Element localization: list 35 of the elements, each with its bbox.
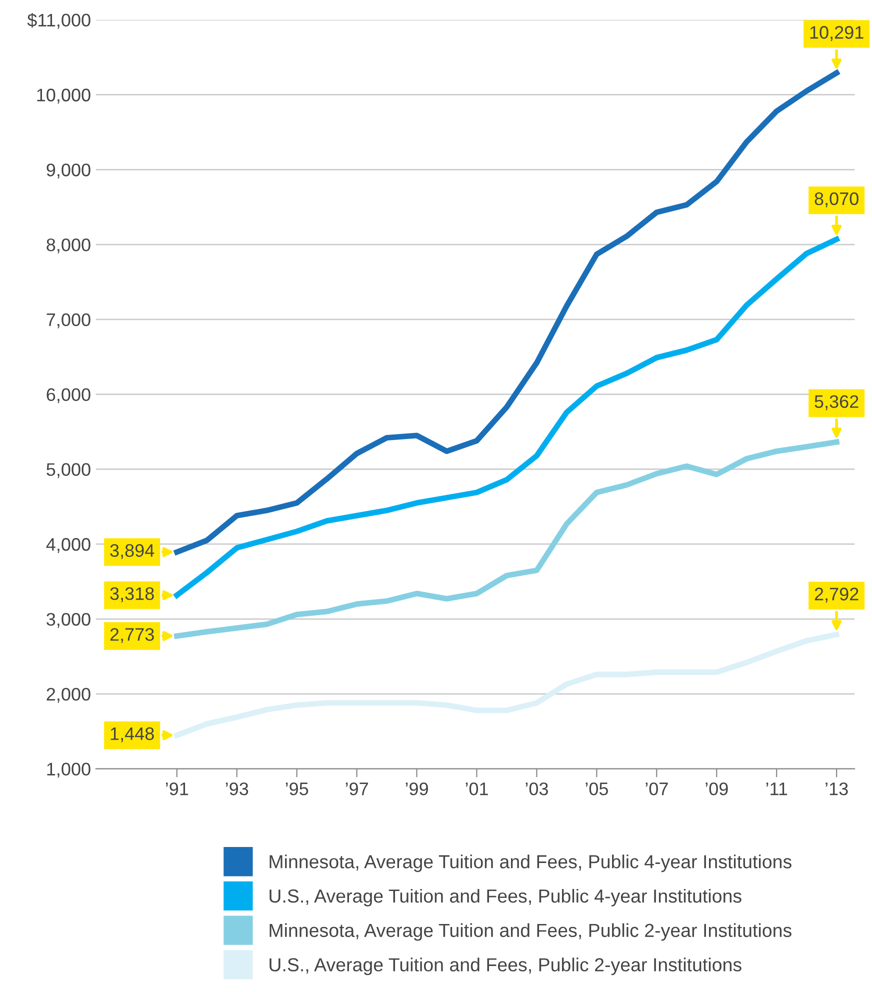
x-tick-label: ’07 bbox=[646, 782, 668, 796]
x-tick-label: ’95 bbox=[286, 782, 308, 796]
data-label: 3,894 bbox=[110, 544, 154, 560]
data-label: 2,792 bbox=[814, 588, 858, 603]
y-tick-label: 3,000 bbox=[46, 612, 90, 628]
x-tick-label: ’11 bbox=[766, 782, 788, 796]
x-tick-label: ’09 bbox=[706, 782, 728, 796]
x-tick-label: ’93 bbox=[226, 782, 248, 796]
x-tick-label: ’91 bbox=[166, 782, 188, 796]
y-tick-label: 5,000 bbox=[46, 463, 90, 478]
data-label: 3,318 bbox=[110, 587, 154, 602]
y-tick-label: 9,000 bbox=[46, 164, 90, 178]
y-tick-label: 10,000 bbox=[37, 88, 90, 104]
legend-label: U.S., Average Tuition and Fees, Public 4-year Institutions bbox=[270, 888, 742, 906]
data-label: 1,448 bbox=[110, 727, 154, 742]
y-tick-label: 1,000 bbox=[47, 762, 90, 778]
x-tick-label: ’01 bbox=[466, 782, 488, 796]
legend-label: Minnesota, Average Tuition and Fees, Public 4-year Institutions bbox=[270, 854, 792, 872]
y-tick-label: 6,000 bbox=[46, 388, 90, 404]
x-tick-label: ’13 bbox=[826, 782, 848, 796]
data-label: 8,070 bbox=[814, 192, 858, 208]
x-tick-label: ’03 bbox=[526, 782, 548, 796]
legend-label: Minnesota, Average Tuition and Fees, Public 2-year Institutions bbox=[270, 923, 792, 941]
x-tick-label: ’99 bbox=[406, 782, 428, 796]
y-tick-label: 4,000 bbox=[46, 538, 90, 553]
data-label: 2,773 bbox=[110, 628, 154, 643]
y-tick-label: 8,000 bbox=[46, 238, 90, 254]
x-tick-label: ’97 bbox=[346, 782, 368, 796]
data-label: 10,291 bbox=[810, 26, 864, 41]
y-tick-label: $11,000 bbox=[27, 13, 90, 29]
x-tick-label: ’05 bbox=[586, 782, 608, 796]
y-tick-label: 7,000 bbox=[46, 313, 90, 328]
data-label: 5,362 bbox=[814, 395, 858, 410]
y-tick-label: 2,000 bbox=[46, 688, 90, 703]
legend-label: U.S., Average Tuition and Fees, Public 2-year Institutions bbox=[270, 958, 742, 976]
